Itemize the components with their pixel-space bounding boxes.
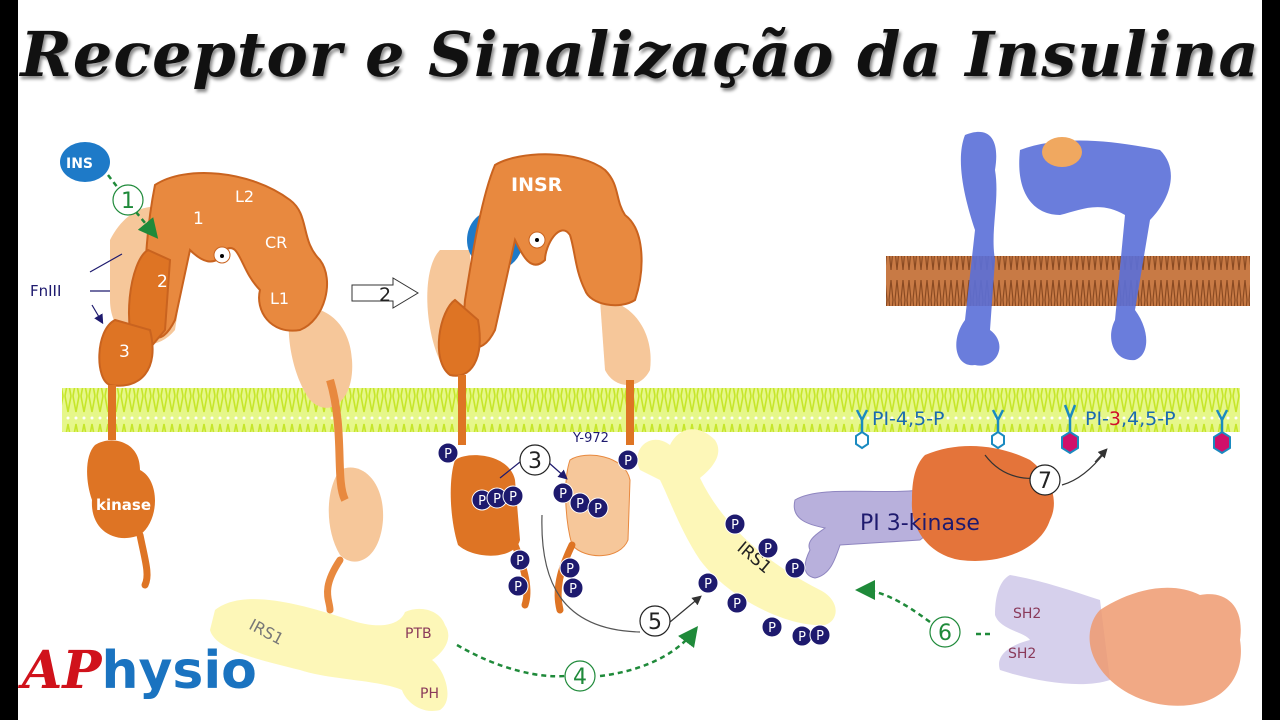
step5-curve: [541, 514, 641, 633]
domain-label-l1: L1: [270, 289, 289, 308]
sh2-top-label: SH2: [1013, 606, 1041, 622]
hollow-arrow-icon: [351, 277, 419, 309]
step6-arrow: [860, 590, 990, 636]
svg-text:P: P: [444, 447, 452, 462]
binding-arrow: [107, 174, 155, 235]
phosphate-group-icon: P: [809, 624, 831, 646]
svg-text:P: P: [516, 554, 524, 569]
phosphate-group-icon: P: [507, 575, 529, 597]
ptb-label: PTB: [405, 626, 432, 642]
receptor-3d-structure-image: [886, 131, 1250, 366]
phosphate-group-icon: P: [552, 482, 574, 504]
step-number: 4: [573, 665, 587, 690]
svg-text:P: P: [566, 562, 574, 577]
phosphate-group-icon: P: [587, 497, 609, 519]
svg-text:P: P: [733, 597, 741, 612]
sh2-partner-protein: [1089, 587, 1241, 706]
phosphate-group-icon: P: [724, 513, 746, 535]
phosphate-group-icon: P: [437, 442, 459, 464]
step4-arrow: [456, 630, 695, 678]
insulin-receptor-inactive: [87, 172, 384, 614]
svg-text:P: P: [791, 562, 799, 577]
phosphate-group-icon: P: [791, 625, 813, 647]
svg-text:P: P: [514, 580, 522, 595]
pi3k-catalytic-subunit: [911, 445, 1054, 561]
phosphoinositides: [855, 404, 1231, 455]
phosphate-group-icon: P: [784, 557, 806, 579]
svg-text:P: P: [798, 630, 806, 645]
irs1-bound: [637, 429, 836, 626]
pip2-label: PI-4,5-P: [872, 408, 944, 430]
step-marker-1: 1: [112, 184, 144, 216]
insulin-label: INS: [66, 156, 93, 172]
page-title: Receptor e Sinalização da Insulina: [20, 18, 1260, 91]
step-number: 3: [528, 449, 542, 474]
pi3k-regulatory-subunit: [793, 489, 930, 579]
svg-text:P: P: [764, 542, 772, 557]
svg-text:P: P: [594, 502, 602, 517]
sh2-protein: [995, 575, 1110, 685]
step-marker-2: 2: [379, 284, 391, 306]
y972-label: Y-972: [572, 431, 609, 446]
phosphate-group-icon: P: [617, 449, 639, 471]
step-marker-5: 5: [639, 605, 671, 637]
step-number: 1: [121, 189, 135, 214]
svg-text:P: P: [559, 487, 567, 502]
step-number: 6: [938, 621, 952, 646]
svg-text:P: P: [493, 492, 501, 507]
svg-text:P: P: [478, 494, 486, 509]
domain-label-3: 3: [119, 342, 130, 362]
pi3k-label: PI 3-kinase: [860, 511, 980, 536]
fniii-arrows: [89, 253, 123, 322]
cell-membrane: [62, 388, 1240, 432]
domain-label-l2: L2: [235, 187, 254, 206]
phosphate-group-icon: P: [761, 616, 783, 638]
step-marker-7: 7: [1029, 464, 1061, 496]
phosphate-group-icon: P: [757, 537, 779, 559]
phosphate-group-icon: P: [697, 572, 719, 594]
domain-label-1: 1: [193, 209, 204, 229]
ph-label: PH: [420, 686, 439, 702]
step-marker-4: 4: [564, 660, 596, 692]
svg-text:P: P: [569, 582, 577, 597]
irs1-unbound: [210, 599, 449, 711]
step-number: 7: [1038, 469, 1052, 494]
step-marker-6: 6: [929, 616, 961, 648]
step-number: 5: [648, 610, 662, 635]
sh2-bottom-label: SH2: [1008, 646, 1036, 662]
insr-label: INSR: [511, 174, 563, 196]
aphysio-logo: APhysio: [22, 640, 257, 701]
svg-text:P: P: [731, 518, 739, 533]
autophosphorylation-arrows: [499, 461, 566, 478]
step-number: 2: [379, 284, 391, 306]
svg-text:P: P: [768, 621, 776, 636]
svg-text:P: P: [704, 577, 712, 592]
svg-text:P: P: [509, 490, 517, 505]
phosphate-group-icon: P: [562, 577, 584, 599]
pip3-label: PI-3,4,5-P: [1085, 408, 1176, 430]
insulin-receptor-active: [427, 153, 651, 614]
phosphate-group-icon: P: [559, 557, 581, 579]
kinase-domain-label: kinase: [96, 496, 151, 514]
fniii-label: FnIII: [30, 282, 61, 300]
phosphate-group-icon: P: [509, 549, 531, 571]
domain-label-2: 2: [157, 272, 168, 292]
svg-text:P: P: [816, 629, 824, 644]
phosphate-group-icon: P: [502, 485, 524, 507]
svg-text:P: P: [576, 497, 584, 512]
phosphate-group-icon: P: [569, 492, 591, 514]
step5-arrow: [669, 595, 702, 623]
step-marker-3: 3: [519, 444, 551, 476]
phosphate-group-icon: P: [726, 592, 748, 614]
domain-label-cr: CR: [265, 233, 287, 252]
insulin-molecule: [60, 142, 110, 182]
svg-text:P: P: [624, 454, 632, 469]
step7-arrowhead: [1094, 448, 1108, 463]
